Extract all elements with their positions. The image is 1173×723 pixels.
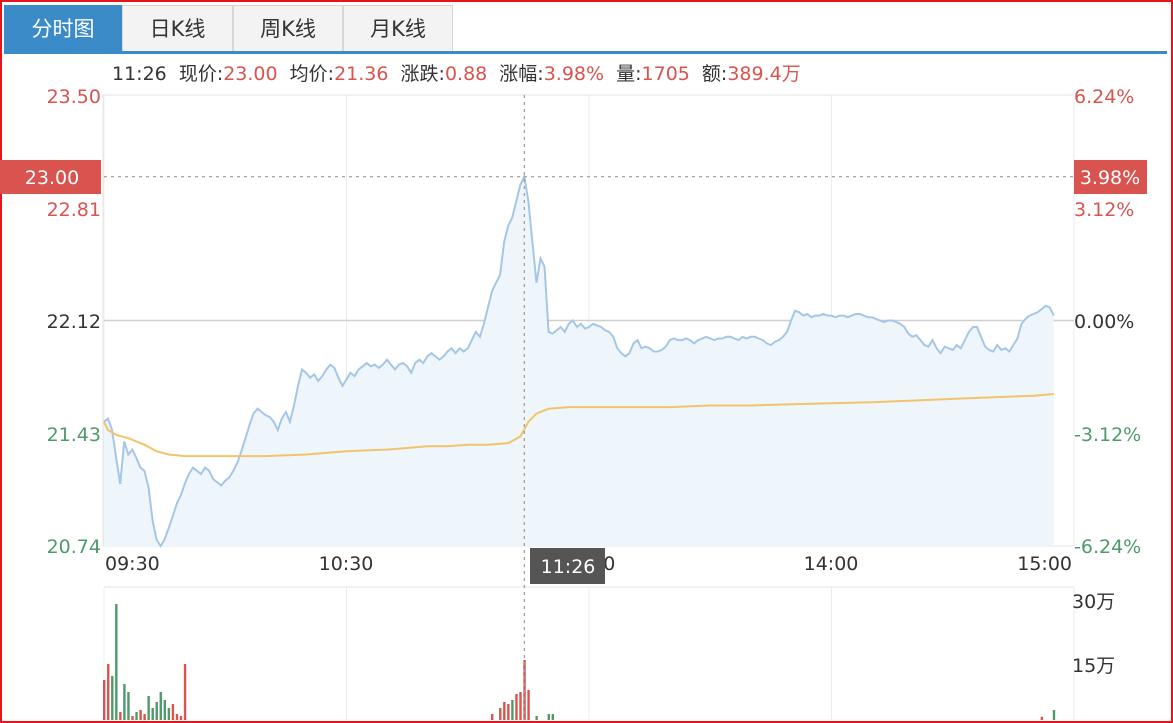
volume-bar-8	[135, 712, 138, 720]
y-tick-left-1: 22.81	[47, 199, 101, 221]
y-tick-right-3: -3.12%	[1074, 424, 1141, 446]
info-amount: 389.4万	[727, 63, 800, 85]
volume-bar-24	[507, 704, 510, 720]
y-tick-right-0: 6.24%	[1074, 86, 1134, 108]
volume-bar-27	[519, 692, 522, 720]
volume-bar-21	[491, 714, 494, 720]
info-amount-label: 额:	[702, 63, 727, 85]
volume-bar-0	[103, 680, 106, 720]
y-tick-left-3: 21.43	[47, 424, 101, 446]
volume-bar-19	[179, 716, 183, 720]
tab-daily-k[interactable]: 日K线	[122, 5, 233, 51]
info-vol-label: 量:	[616, 63, 641, 85]
tab-underline	[4, 51, 1167, 54]
tab-intraday[interactable]: 分时图	[4, 5, 122, 51]
volume-bar-26	[515, 694, 518, 720]
volume-bar-32	[551, 714, 555, 720]
volume-bar-11	[147, 696, 150, 720]
price-line	[103, 173, 1055, 548]
crosshair-price-box	[0, 160, 101, 194]
volume-bar-30	[535, 716, 538, 720]
y-tick-right-1: 3.12%	[1074, 199, 1134, 221]
volume-bar-22	[499, 708, 502, 720]
volume-tick-30w: 30万	[1072, 591, 1115, 613]
volume-bar-31	[547, 714, 550, 720]
info-price-label: 现价:	[179, 63, 223, 85]
volume-bar-15	[163, 700, 167, 720]
crosshair-pct: 3.98%	[1080, 167, 1140, 189]
y-tick-left-2: 22.12	[47, 311, 101, 333]
volume-bar-2	[111, 676, 114, 720]
crosshair-price: 23.00	[25, 167, 79, 189]
x-tick-1400: 14:00	[804, 553, 859, 575]
volume-bar-14	[159, 692, 162, 720]
volume-bar-18	[175, 714, 179, 720]
volume-bar-29	[527, 690, 530, 720]
volume-bar-6	[127, 692, 130, 720]
volume-bar-9	[139, 710, 142, 720]
y-tick-left-0: 23.50	[47, 86, 101, 108]
volume-bar-20	[183, 664, 187, 720]
crosshair-pct-box	[1074, 160, 1147, 194]
x-tick-0930: 09:30	[105, 553, 160, 575]
volume-bar-10	[143, 714, 146, 720]
volume-bar-33	[1040, 716, 1044, 720]
volume-bar-25	[511, 700, 514, 720]
info-bar: 11:26 现价:23.00 均价:21.36 涨跌:0.88 涨幅:3.98%…	[112, 63, 801, 85]
volume-bar-5	[123, 684, 126, 720]
volume-bar-23	[503, 702, 506, 720]
info-change: 0.88	[445, 63, 487, 85]
volume-bar-1	[107, 664, 110, 720]
volume-bar-12	[151, 708, 154, 720]
tab-weekly-k[interactable]: 周K线	[233, 5, 343, 51]
crosshair-time-box	[530, 548, 605, 584]
y-tick-right-2: 0.00%	[1074, 311, 1134, 333]
info-change-label: 涨跌:	[401, 63, 445, 85]
price-area-fill	[104, 176, 1054, 546]
y-tick-right-4: -6.24%	[1074, 536, 1141, 558]
volume-bars	[103, 604, 1056, 720]
y-tick-left-4: 20.74	[47, 536, 101, 558]
volume-tick-15w: 15万	[1072, 655, 1115, 677]
info-pct: 3.98%	[544, 63, 604, 85]
info-vol: 1705	[642, 63, 690, 85]
average-price-line	[103, 393, 1054, 458]
volume-bar-4	[119, 712, 122, 720]
volume-bar-13	[155, 702, 158, 720]
volume-bar-7	[131, 716, 134, 720]
crosshair-time: 11:26	[541, 556, 596, 578]
info-price: 23.00	[223, 63, 277, 85]
volume-bar-17	[171, 704, 175, 720]
volume-bar-34	[1052, 710, 1056, 720]
volume-bar-3	[115, 604, 118, 720]
tab-monthly-k[interactable]: 月K线	[343, 5, 453, 51]
x-tick-1030: 10:30	[319, 553, 374, 575]
info-avg: 21.36	[334, 63, 388, 85]
info-avg-label: 均价:	[290, 63, 334, 85]
x-tick-1500: 15:00	[1017, 553, 1072, 575]
volume-bar-16	[167, 708, 171, 720]
info-pct-label: 涨幅:	[499, 63, 543, 85]
crosshair	[104, 95, 1074, 720]
info-time: 11:26	[112, 63, 167, 85]
